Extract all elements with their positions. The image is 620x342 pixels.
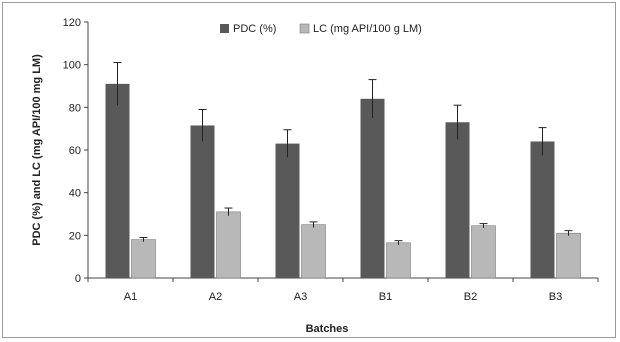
legend-label-pdc: PDC (%): [233, 23, 276, 35]
x-tick-label: B1: [379, 291, 392, 303]
bar-pdc: [105, 83, 130, 278]
legend-swatch-pdc: [220, 24, 229, 33]
bar-lc: [471, 225, 496, 279]
bar-lc: [386, 242, 411, 279]
y-tick-label: 20: [69, 230, 81, 242]
bar-pdc: [275, 143, 300, 278]
x-tick-label: A3: [294, 291, 307, 303]
y-tick-label: 100: [63, 60, 81, 72]
y-axis-title: PDC (%) and LC (mg API/100 mg LM): [31, 54, 43, 246]
plot-area: 0 20 40 60 80 100 120 A1 A2 A3 B1 B2 B3: [63, 17, 599, 303]
y-tick-label: 80: [69, 102, 81, 114]
legend: PDC (%) LC (mg API/100 g LM): [220, 23, 422, 35]
x-tick-label: B3: [549, 291, 562, 303]
bar-lc: [556, 232, 581, 279]
legend-swatch-lc: [299, 23, 310, 34]
bar-pdc: [190, 125, 215, 278]
bar-lc: [301, 224, 326, 279]
y-tick-label: 40: [69, 188, 81, 200]
x-axis-title: Batches: [306, 323, 349, 335]
bar-pdc: [360, 98, 385, 278]
legend-label-lc: LC (mg API/100 g LM): [313, 23, 422, 35]
y-tick-label: 120: [63, 17, 81, 29]
y-tick-label: 0: [75, 273, 81, 285]
x-tick-label: A2: [209, 291, 222, 303]
chart-frame: [2, 2, 616, 338]
x-tick-label: A1: [124, 291, 137, 303]
bar-lc: [216, 211, 241, 279]
y-tick-label: 60: [69, 145, 81, 157]
bar-pdc: [445, 122, 470, 279]
x-tick-label: B2: [464, 291, 477, 303]
bar-lc: [131, 239, 156, 279]
bar-pdc: [530, 141, 555, 278]
